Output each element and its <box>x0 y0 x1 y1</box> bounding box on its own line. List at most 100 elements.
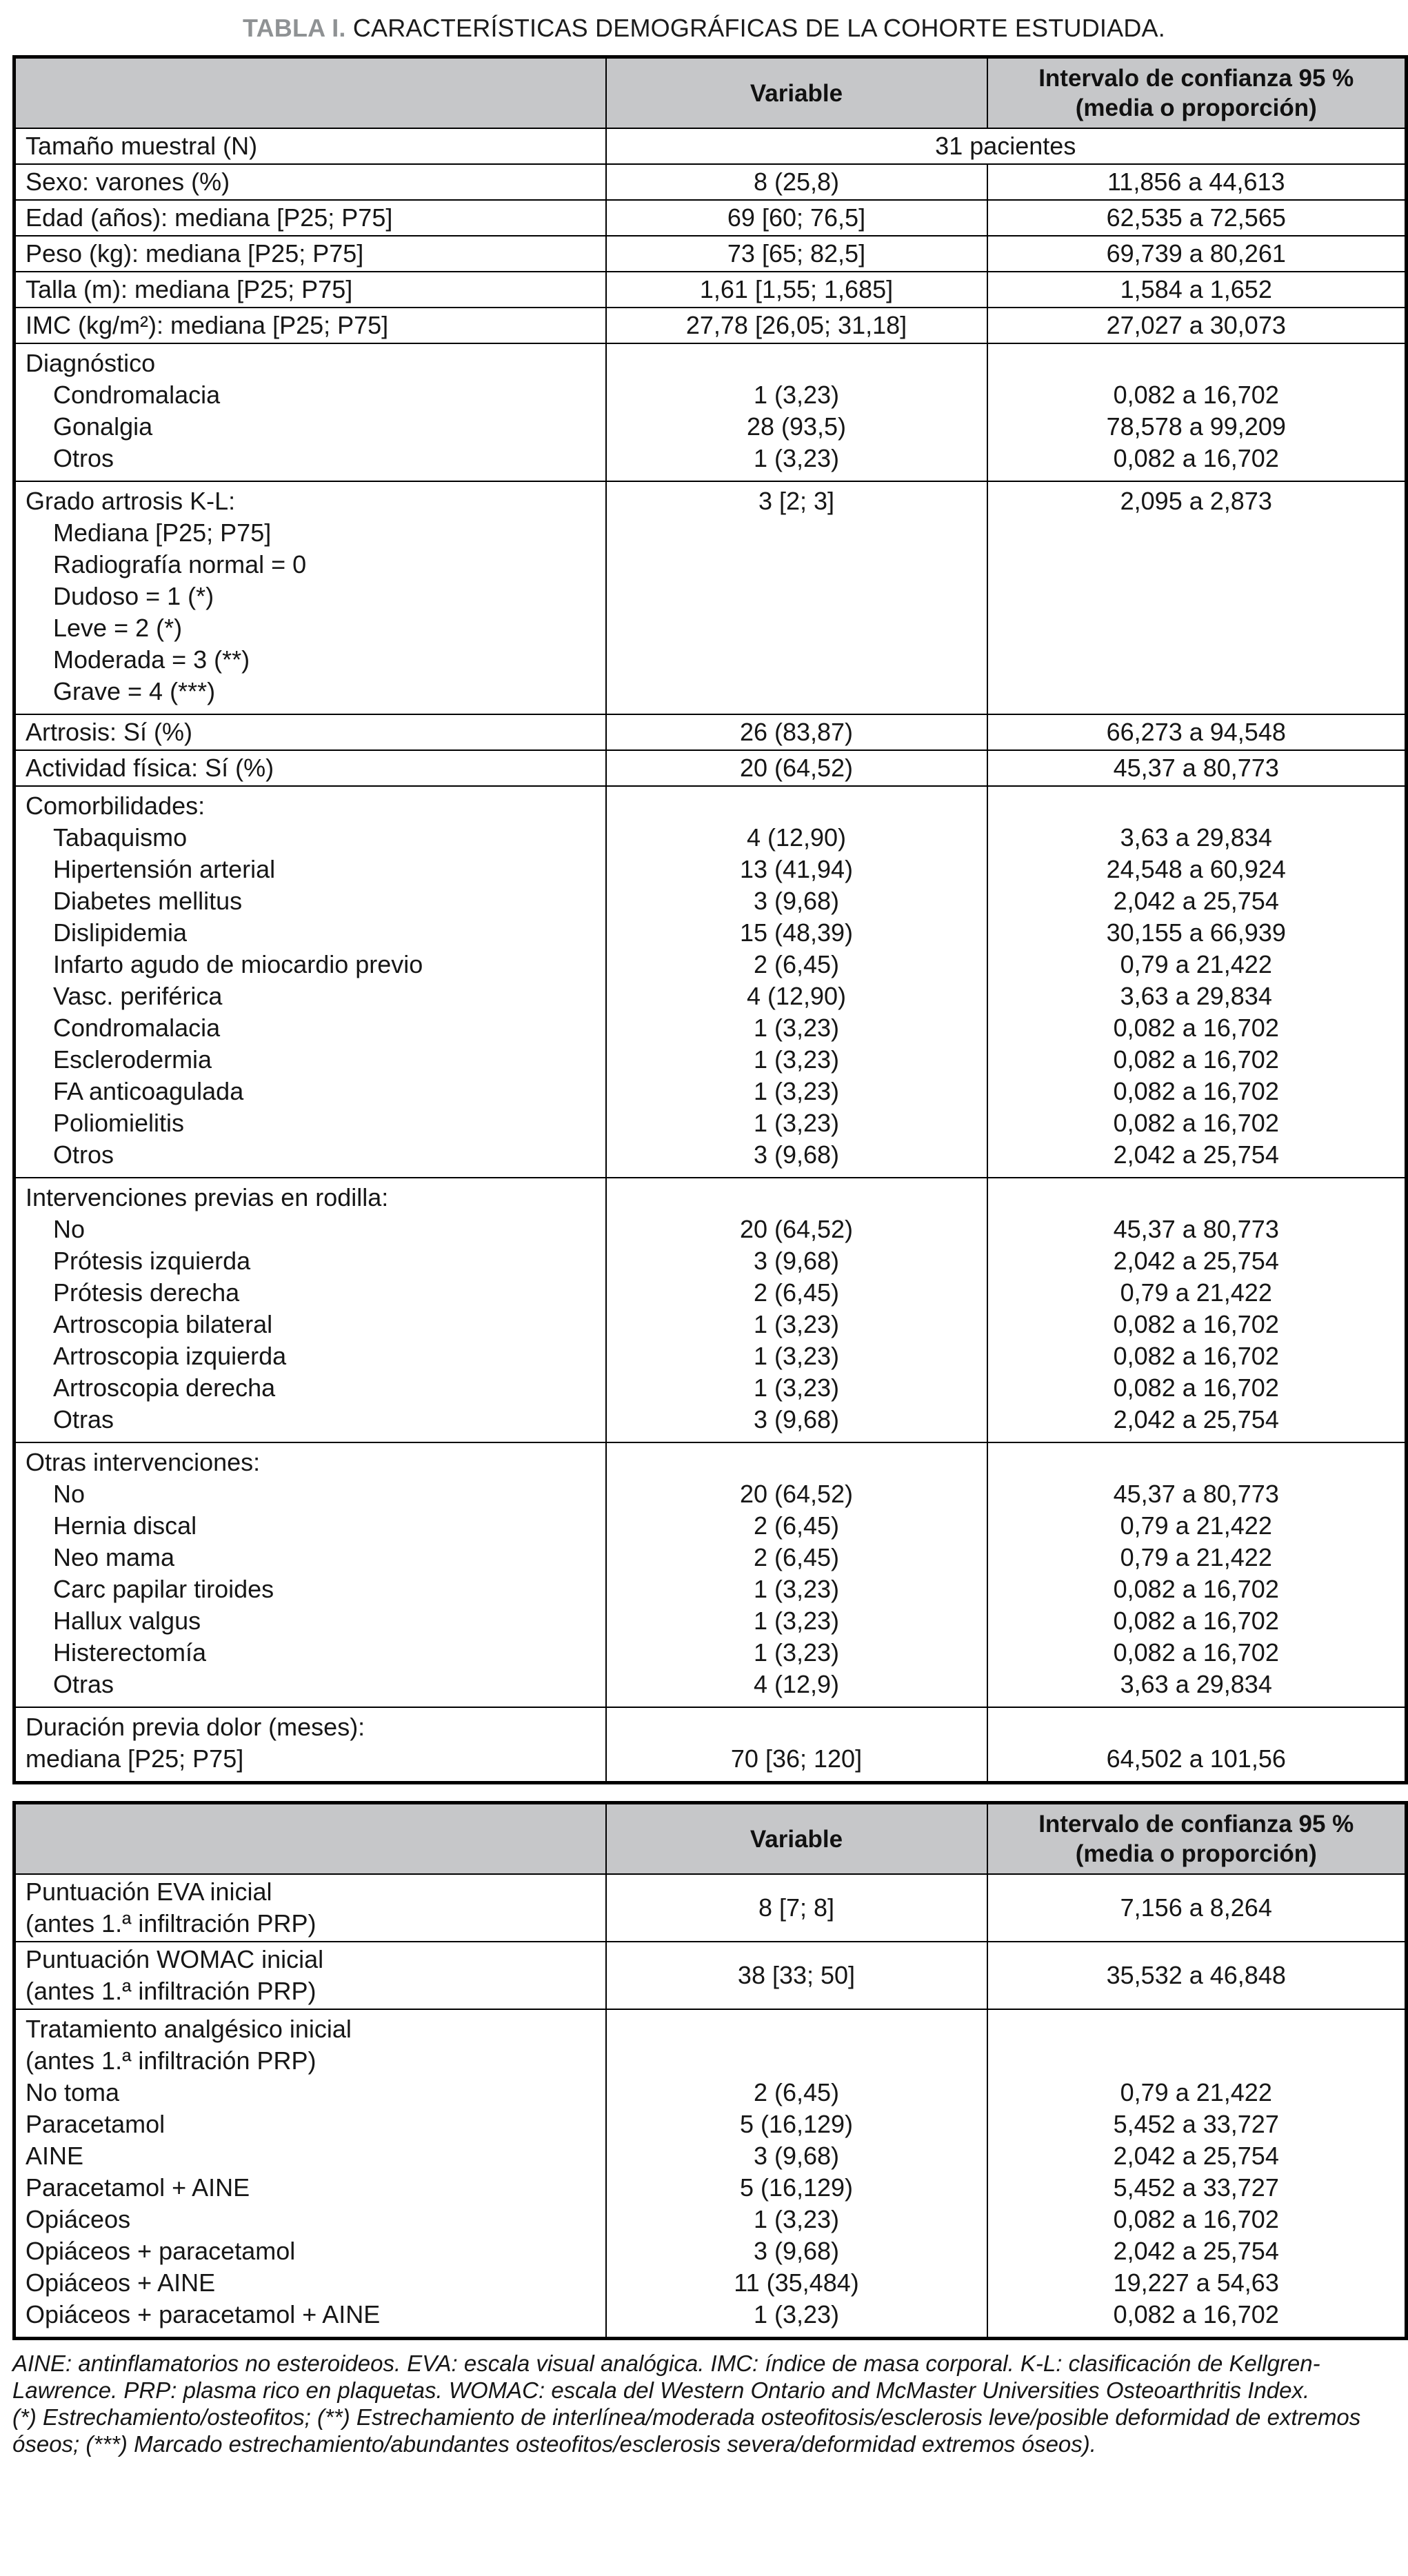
group-line-ci: 0,082 a 16,702 <box>1113 1607 1279 1635</box>
group-line-ci: 78,578 a 99,209 <box>1106 412 1286 441</box>
row-label: Artrosis: Sí (%) <box>13 714 607 751</box>
group-line-label: (antes 1.ª infiltración PRP) <box>26 2046 316 2075</box>
group-line-label: Dislipidemia <box>53 918 188 947</box>
group-line-variable: 1 (3,23) <box>753 1607 840 1635</box>
group-line-variable: 3 [2; 3] <box>758 487 835 515</box>
group-line-label: Diabetes mellitus <box>53 887 243 915</box>
group-line-variable: 5 (16,129) <box>739 2110 854 2138</box>
table-row: Actividad física: Sí (%) 20 (64,52) 45,37 … <box>13 749 1408 787</box>
table-row: IMC (kg/m²): mediana [P25; P75] 27,78 [26… <box>13 307 1408 344</box>
group-line-ci: 0,082 a 16,702 <box>1113 1109 1279 1137</box>
group-line-variable <box>614 517 980 549</box>
group-line-label: Otras intervenciones: <box>26 1448 261 1476</box>
group-line-label: Grado artrosis K-L: <box>26 487 236 515</box>
row-value-ci: 27,027 a 30,073 <box>986 307 1408 344</box>
group-line-ci: 0,082 a 16,702 <box>1113 2205 1279 2233</box>
row-value-variable: 1,61 [1,55; 1,685] <box>605 271 988 308</box>
group-line-variable: 1 (3,23) <box>753 1310 840 1338</box>
row-value-variable: 69 [60; 76,5] <box>605 199 988 237</box>
row-label-line: (antes 1.ª infiltración PRP) <box>26 1909 316 1938</box>
group-line-label: Opiáceos + paracetamol <box>26 2237 296 2265</box>
header-variable: Variable <box>605 56 988 129</box>
group-line-ci: 0,082 a 16,702 <box>1113 1014 1279 1042</box>
group-line-variable: 1 (3,23) <box>753 1373 840 1402</box>
row-label: Puntuación EVA inicial (antes 1.ª infiltr… <box>13 1873 607 1942</box>
group-line-ci: 0,082 a 16,702 <box>1113 1638 1279 1667</box>
group-line-label: Intervenciones previas en rodilla: <box>26 1183 389 1211</box>
header-row: Variable Intervalo de confianza 95 % (me… <box>13 56 1408 129</box>
row-label: Puntuación WOMAC inicial (antes 1.ª infil… <box>13 1941 607 2010</box>
group-line-label: Paracetamol <box>26 2110 165 2138</box>
group-line-label: Dudoso = 1 (*) <box>53 582 214 610</box>
table-header: Variable Intervalo de confianza 95 % (me… <box>13 56 1408 129</box>
footnote-abbreviations: AINE: antinflamatorios no esteroideos. E… <box>12 2351 1320 2403</box>
group-line-label: Tabaquismo <box>53 823 188 852</box>
group-line-label: Poliomielitis <box>53 1109 185 1137</box>
row-label: Edad (años): mediana [P25; P75] <box>13 199 607 237</box>
group-line-ci: 2,042 a 25,754 <box>1113 887 1279 915</box>
group-line-label: Hernia discal <box>53 1511 197 1540</box>
header-confidence-interval: Intervalo de confianza 95 % (media o pro… <box>986 1802 1408 1875</box>
group-line-label: Opiáceos + paracetamol + AINE <box>26 2300 381 2328</box>
group-line-label: Otras <box>53 1405 114 1433</box>
group-line-variable: 2 (6,45) <box>753 2078 840 2106</box>
table-header: Variable Intervalo de confianza 95 % (me… <box>13 1802 1408 1875</box>
row-value-variable: 70 [36; 120] <box>605 1707 988 1784</box>
row-label: IMC (kg/m²): mediana [P25; P75] <box>13 307 607 344</box>
row-value-variable: 20 (64,52) 3 (9,68) 2 (6,45) 1 (3,23) 1 (3,2… <box>605 1177 988 1443</box>
group-line-label: Opiáceos + AINE <box>26 2268 216 2297</box>
group-line-variable <box>614 2045 980 2077</box>
group-line-label: Artroscopia izquierda <box>53 1342 287 1370</box>
table-row: Intervenciones previas en rodilla: No Prót… <box>13 1177 1408 1443</box>
group-line-variable: 3 (9,68) <box>753 1247 840 1275</box>
group-line-variable <box>614 790 980 822</box>
group-line-label: Artroscopia derecha <box>53 1373 276 1402</box>
group-line-ci: 19,227 a 54,63 <box>1113 2268 1279 2297</box>
group-line-variable: 1 (3,23) <box>753 1342 840 1370</box>
group-line-variable <box>614 581 980 612</box>
table-row: Artrosis: Sí (%) 26 (83,87) 66,273 a 94,54… <box>13 714 1408 751</box>
table-body-lower: Puntuación EVA inicial (antes 1.ª infiltr… <box>13 1873 1408 2339</box>
group-line-variable: 1 (3,23) <box>753 2205 840 2233</box>
group-line-variable <box>614 1447 980 1478</box>
row-label: Duración previa dolor (meses): mediana [P… <box>13 1707 607 1784</box>
group-line-ci: 0,082 a 16,702 <box>1113 2300 1279 2328</box>
group-line-variable: 13 (41,94) <box>739 855 854 883</box>
row-value-variable: 2 (6,45) 5 (16,129) 3 (9,68) 5 (16,129) 1 (3… <box>605 2009 988 2339</box>
row-label-line: Puntuación EVA inicial <box>26 1878 272 1906</box>
group-line-ci: 0,79 a 21,422 <box>1120 950 1272 978</box>
row-value-variable: 1 (3,23) 28 (93,5) 1 (3,23) <box>605 343 988 482</box>
group-line-label: Radiografía normal = 0 <box>53 550 307 578</box>
group-line-label: Tratamiento analgésico inicial <box>26 2015 352 2043</box>
group-line-label: Carc papilar tiroides <box>53 1575 274 1603</box>
table-row: Duración previa dolor (meses): mediana [P… <box>13 1707 1408 1784</box>
row-label: Comorbilidades: Tabaquismo Hipertensión ar… <box>13 785 607 1178</box>
row-value-variable: 4 (12,90) 13 (41,94) 3 (9,68) 15 (48,39) 2 (… <box>605 785 988 1178</box>
table-row: Tamaño muestral (N) 31 pacientes <box>13 128 1408 165</box>
group-line-ci: 0,082 a 16,702 <box>1113 1575 1279 1603</box>
table-row: Otras intervenciones: No Hernia discal Neo … <box>13 1442 1408 1708</box>
group-line-variable: 2 (6,45) <box>753 1278 840 1307</box>
table-row: Grado artrosis K-L: Mediana [P25; P75] Rad… <box>13 481 1408 715</box>
group-line-ci: 64,502 a 101,56 <box>1106 1744 1286 1773</box>
group-line-ci <box>995 1711 1398 1743</box>
group-line-ci: 3,63 a 29,834 <box>1120 1670 1272 1698</box>
group-line-ci: 0,79 a 21,422 <box>1120 1511 1272 1540</box>
group-line-ci <box>995 1447 1398 1478</box>
row-value-ci: 7,156 a 8,264 <box>986 1873 1408 1942</box>
group-line-ci: 0,79 a 21,422 <box>1120 1278 1272 1307</box>
table-title-label: TABLA I. <box>243 14 346 42</box>
row-value-ci: 2,095 a 2,873 <box>986 481 1408 715</box>
group-line-label: AINE <box>26 2142 84 2170</box>
group-line-variable: 1 (3,23) <box>753 2300 840 2328</box>
group-line-variable: 1 (3,23) <box>753 1638 840 1667</box>
group-line-ci: 0,082 a 16,702 <box>1113 1373 1279 1402</box>
row-value-span: 31 pacientes <box>605 128 1408 165</box>
group-line-variable <box>614 1182 980 1214</box>
group-line-variable <box>614 2013 980 2045</box>
group-line-variable: 1 (3,23) <box>753 1109 840 1137</box>
header-confidence-interval: Intervalo de confianza 95 % (media o pro… <box>986 56 1408 129</box>
group-line-variable <box>614 676 980 707</box>
group-line-ci: 2,042 a 25,754 <box>1113 2142 1279 2170</box>
header-ci-line2: (media o proporción) <box>1075 94 1317 121</box>
